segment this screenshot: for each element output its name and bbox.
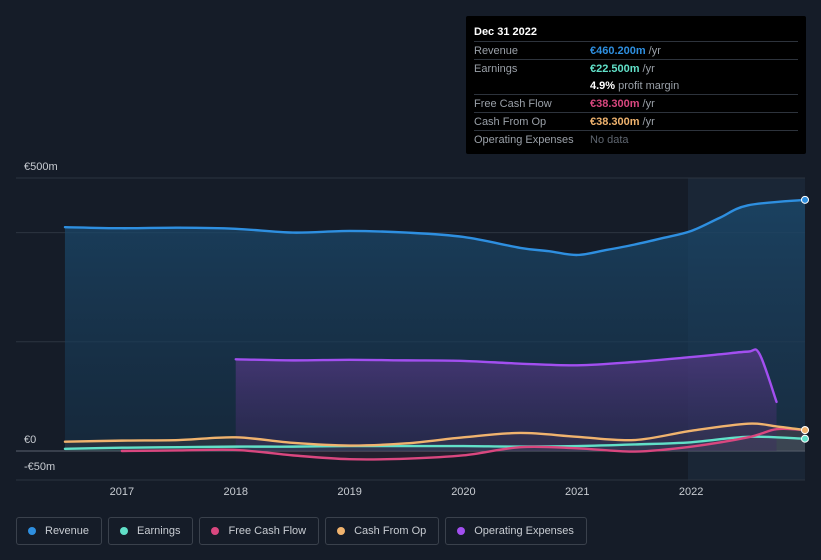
tooltip-row-cfo: Cash From Op €38.300m /yr [474, 112, 798, 130]
revenue-endpoint [801, 195, 809, 204]
x-tick-label: 2019 [337, 486, 361, 498]
tooltip-value: €460.200m [590, 44, 646, 57]
tooltip-date: Dec 31 2022 [474, 26, 537, 38]
legend-dot-icon [28, 527, 36, 535]
tooltip-row-fcf: Free Cash Flow €38.300m /yr [474, 94, 798, 112]
legend-dot-icon [457, 527, 466, 535]
tooltip-value: No data [590, 133, 629, 146]
legend-label: Revenue [45, 525, 90, 537]
x-tick-label: 2018 [223, 486, 247, 498]
y-label-zero: €0 [24, 434, 36, 446]
y-label-bottom: -€50m [24, 461, 55, 473]
tooltip-value: €22.500m [590, 62, 640, 75]
x-tick-label: 2017 [110, 486, 134, 498]
earnings-line [63, 435, 807, 451]
tooltip-label: Revenue [474, 44, 519, 57]
tooltip-value: 4.9% [590, 79, 616, 92]
tooltip-unit: /yr [642, 62, 655, 75]
tooltip: Dec 31 2022 Revenue €460.200m /yr Earnin… [466, 16, 806, 154]
tooltip-row-earnings: Earnings €22.500m /yr [474, 59, 798, 77]
x-tick-label: 2020 [451, 486, 475, 498]
x-tick-label: 2021 [565, 486, 589, 498]
series-lines [63, 198, 807, 461]
series-endpoints [801, 195, 809, 443]
free-cash-flow-line [120, 427, 807, 461]
tooltip-label: Free Cash Flow [474, 97, 552, 110]
legend-dot-icon [120, 527, 129, 535]
legend-item-cash-from-op[interactable]: Cash From Op [325, 517, 440, 545]
legend-item-free-cash-flow[interactable]: Free Cash Flow [199, 517, 320, 545]
tooltip-label: Cash From Op [474, 115, 547, 128]
tooltip-row-revenue: Revenue €460.200m /yr [474, 41, 798, 59]
revenue-line [63, 198, 807, 257]
legend-item-revenue[interactable]: Revenue [16, 517, 103, 545]
legend-item-operating-expenses[interactable]: Operating Expenses [445, 517, 587, 545]
legend-label: Free Cash Flow [228, 525, 307, 537]
legend-dot-icon [211, 527, 220, 535]
x-axis: 2017 2018 2019 2020 2021 2022 [110, 486, 704, 498]
legend: Revenue Earnings Free Cash Flow Cash Fro… [16, 517, 587, 545]
tooltip-value: €38.300m [590, 97, 640, 110]
free-cash-flow-area [121, 428, 805, 460]
tooltip-unit: /yr [648, 44, 661, 57]
tooltip-unit: profit margin [618, 79, 680, 92]
tooltip-row-margin: 4.9% profit margin [474, 77, 798, 94]
legend-label: Operating Expenses [474, 525, 574, 537]
tooltip-unit: /yr [642, 115, 655, 128]
series-areas [64, 199, 805, 460]
cash-from-op-line [63, 422, 807, 447]
tooltip-unit: /yr [642, 97, 655, 110]
x-tick-label: 2022 [679, 486, 703, 498]
tooltip-label: Operating Expenses [474, 133, 574, 146]
tooltip-value: €38.300m [590, 115, 640, 128]
earnings-endpoint [801, 434, 809, 443]
tooltip-label: Earnings [474, 62, 518, 75]
cash-from-op-endpoint [801, 426, 809, 435]
operating-expenses-area [235, 349, 777, 451]
legend-dot-icon [337, 527, 346, 535]
legend-label: Earnings [137, 525, 181, 537]
tooltip-row-opex: Operating Expenses No data [474, 130, 798, 148]
operating-expenses-line [234, 348, 778, 404]
y-label-top: €500m [24, 161, 58, 173]
legend-label: Cash From Op [354, 525, 427, 537]
legend-item-earnings[interactable]: Earnings [108, 517, 194, 545]
